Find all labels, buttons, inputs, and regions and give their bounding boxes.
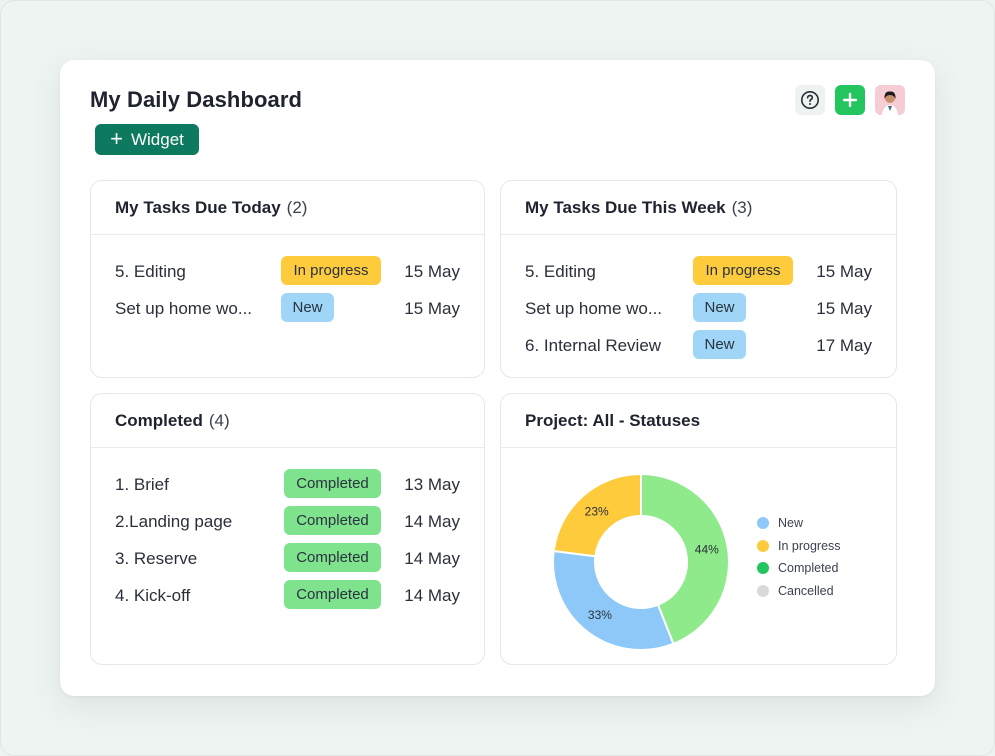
task-date: 15 May (404, 262, 460, 281)
panel-header: Completed (4) (91, 394, 484, 448)
task-row[interactable]: 4. Kick-off Completed 14 May (91, 578, 484, 615)
donut-slice-in-progress[interactable] (552, 472, 642, 558)
panel-title: My Tasks Due Today (115, 197, 281, 217)
task-date: 17 May (816, 336, 872, 355)
status-badge: New (281, 293, 334, 322)
status-donut-chart: 44% 33% 23% (552, 472, 730, 651)
task-row[interactable]: 2.Landing page Completed 14 May (91, 504, 484, 541)
legend-item-cancelled[interactable]: Cancelled (757, 580, 841, 603)
task-name: 3. Reserve (115, 549, 198, 568)
status-badge: Completed (284, 580, 381, 609)
add-widget-label: Widget (130, 129, 184, 149)
task-row[interactable]: 1. Brief Completed 13 May (91, 467, 484, 504)
task-date: 14 May (404, 586, 460, 605)
task-row[interactable]: Set up home wo... New 15 May (501, 291, 896, 328)
panel-header: My Tasks Due This Week (3) (501, 181, 896, 235)
add-widget-button[interactable]: + Widget (95, 124, 199, 155)
task-row[interactable]: 3. Reserve Completed 14 May (91, 541, 484, 578)
legend-dot (757, 539, 769, 552)
status-badge: In progress (693, 256, 793, 285)
tasks-due-today-panel: My Tasks Due Today (2) 5. Editing In pro… (90, 180, 485, 378)
plus-icon: + (110, 125, 123, 151)
page-title: My Daily Dashboard (90, 87, 303, 112)
task-date: 14 May (404, 549, 460, 568)
legend-dot (757, 562, 769, 575)
panel-title: Completed (115, 410, 203, 430)
legend-label: In progress (778, 538, 841, 553)
task-row[interactable]: 5. Editing In progress 15 May (501, 254, 896, 291)
legend-label: New (778, 516, 804, 531)
project-statuses-panel: Project: All - Statuses 44% 33% 23% New In … (500, 393, 897, 665)
avatar-icon (875, 85, 905, 115)
task-name: 5. Editing (525, 262, 596, 281)
task-date: 15 May (816, 299, 872, 318)
slice-label-new: 33% (588, 608, 612, 622)
status-badge: New (693, 330, 746, 359)
donut-slice-new[interactable] (552, 549, 675, 651)
task-row[interactable]: Set up home wo... New 15 May (91, 291, 484, 328)
status-badge: Completed (284, 543, 381, 572)
task-date: 15 May (816, 262, 872, 281)
panel-title: My Tasks Due This Week (525, 197, 726, 217)
task-name: 1. Brief (115, 475, 169, 494)
task-date: 14 May (404, 512, 460, 531)
task-name: 5. Editing (115, 262, 186, 281)
panel-count: (4) (208, 410, 230, 430)
legend-label: Cancelled (778, 583, 834, 598)
task-date: 15 May (404, 299, 460, 318)
slice-label-in-progress: 23% (585, 505, 609, 519)
help-button[interactable] (795, 85, 825, 115)
donut-slice-completed[interactable] (640, 472, 730, 646)
task-row[interactable]: 6. Internal Review New 17 May (501, 328, 896, 365)
panel-header: My Tasks Due Today (2) (91, 181, 484, 235)
legend-item-in-progress[interactable]: In progress (757, 535, 841, 558)
task-name: 4. Kick-off (115, 586, 191, 605)
chart-legend: New In progress Completed Cancelled (757, 512, 841, 602)
panel-count: (2) (286, 197, 308, 217)
top-actions (795, 85, 905, 115)
plus-icon (842, 92, 858, 108)
panel-count: (3) (731, 197, 753, 217)
task-date: 13 May (404, 475, 460, 494)
tasks-due-this-week-panel: My Tasks Due This Week (3) 5. Editing In… (500, 180, 897, 378)
legend-dot (757, 517, 769, 530)
avatar[interactable] (875, 85, 905, 115)
panel-header: Project: All - Statuses (501, 394, 896, 448)
task-name: Set up home wo... (115, 299, 253, 318)
status-badge: Completed (284, 506, 381, 535)
task-name: 2.Landing page (115, 512, 233, 531)
status-badge: New (693, 293, 746, 322)
dashboard-card: My Daily Dashboard + Widget (60, 60, 935, 696)
completed-panel: Completed (4) 1. Brief Completed 13 May … (90, 393, 485, 665)
help-icon (801, 91, 819, 109)
panel-title: Project: All - Statuses (525, 410, 701, 430)
task-name: 6. Internal Review (525, 336, 662, 355)
slice-label-completed: 44% (695, 542, 719, 556)
task-name: Set up home wo... (525, 299, 663, 318)
legend-label: Completed (778, 561, 839, 576)
add-button[interactable] (835, 85, 865, 115)
task-row[interactable]: 5. Editing In progress 15 May (91, 254, 484, 291)
status-badge: In progress (281, 256, 381, 285)
legend-dot (757, 584, 769, 597)
legend-item-new[interactable]: New (757, 512, 841, 535)
legend-item-completed[interactable]: Completed (757, 557, 841, 580)
status-badge: Completed (284, 469, 381, 498)
